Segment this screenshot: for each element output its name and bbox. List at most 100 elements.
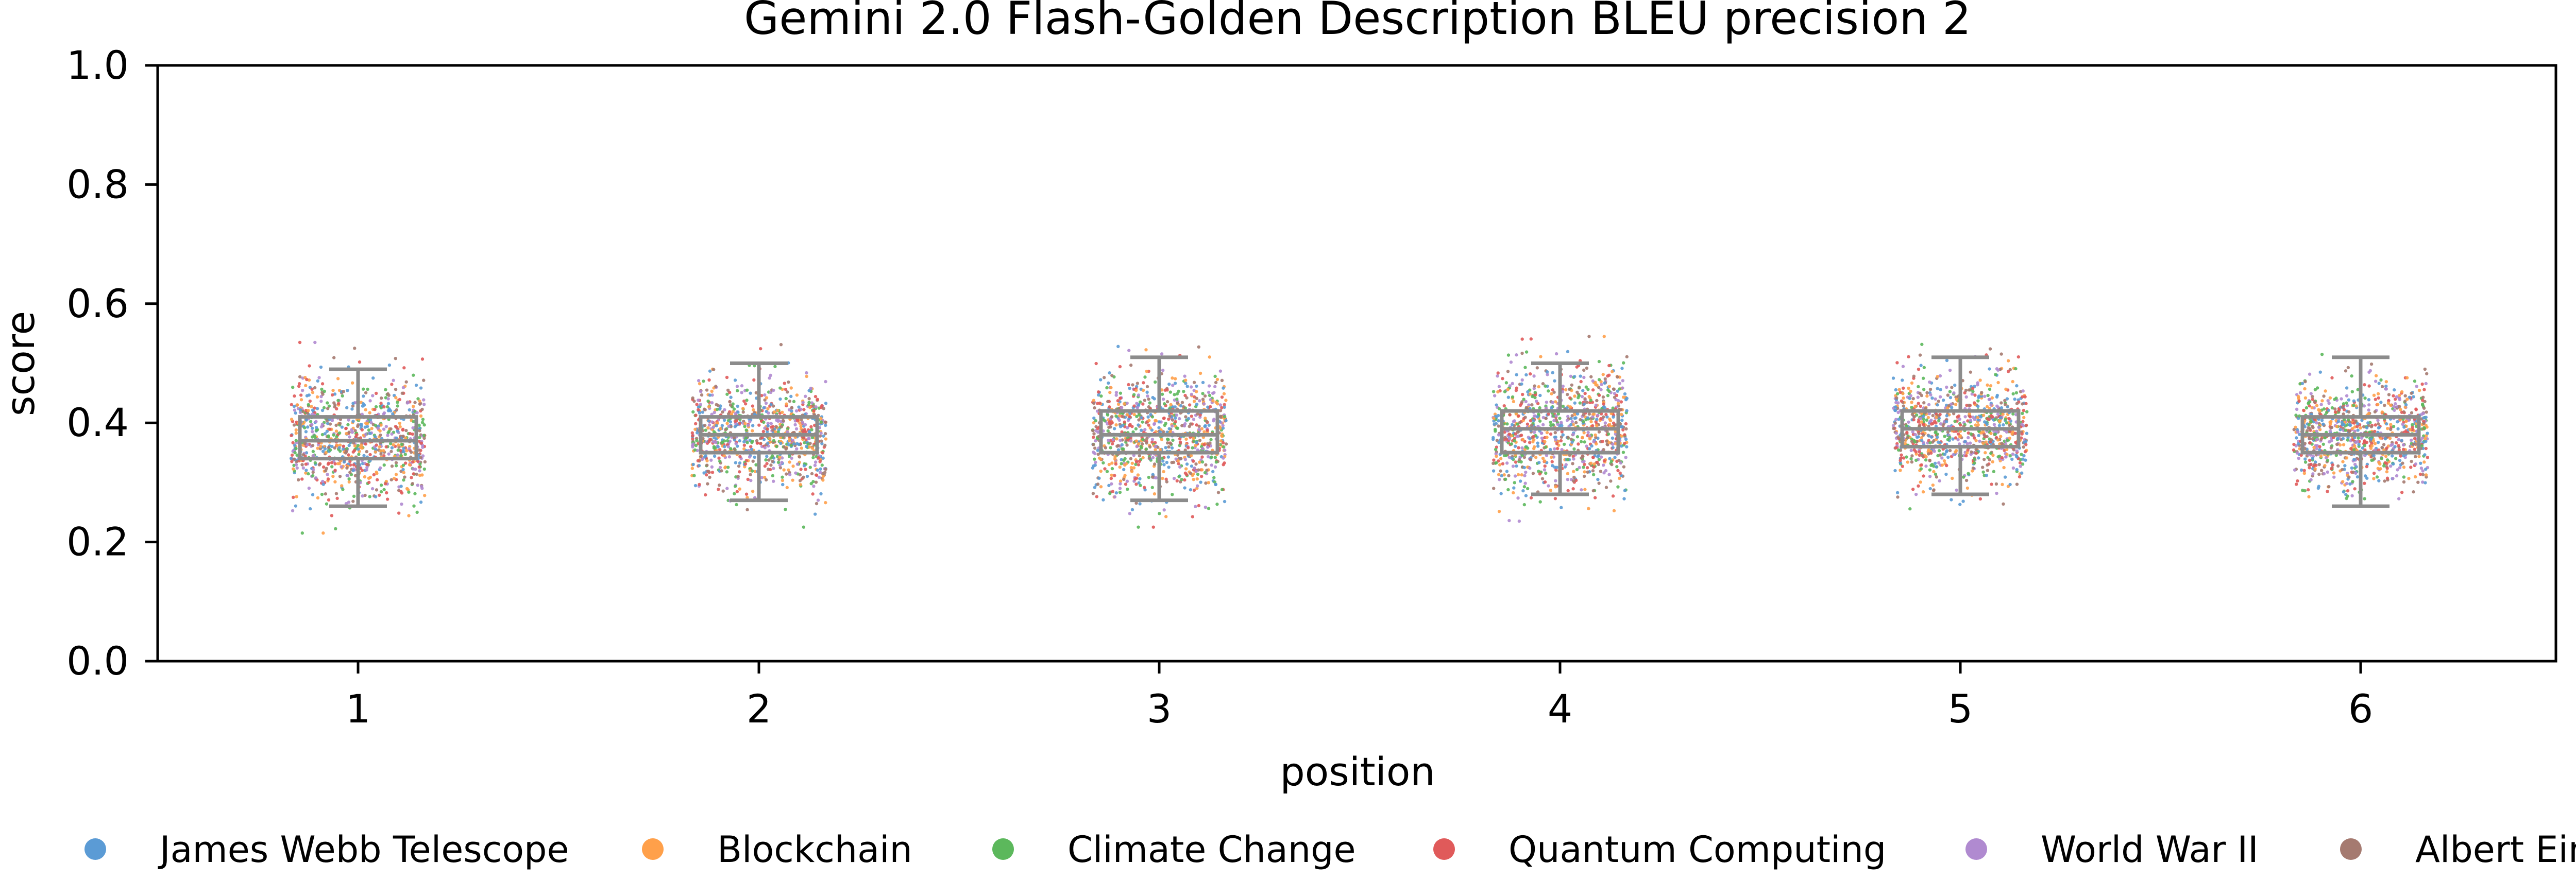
data-point [1583, 440, 1586, 444]
data-point [1177, 462, 1180, 465]
data-point [330, 393, 334, 397]
data-point [1148, 445, 1152, 449]
data-point [1561, 433, 1565, 437]
data-point [1147, 405, 1151, 409]
data-point [764, 401, 768, 405]
data-point [778, 436, 783, 439]
data-point [1922, 401, 1926, 405]
data-point [808, 445, 811, 449]
data-point [1114, 414, 1118, 418]
data-point [2011, 466, 2015, 470]
data-point [723, 445, 726, 448]
data-point [1996, 438, 2000, 442]
data-point [1153, 380, 1157, 384]
data-point [1117, 414, 1122, 418]
data-point [1093, 446, 1097, 450]
data-point [1595, 442, 1598, 446]
data-point [738, 470, 741, 474]
data-point [1981, 470, 1985, 474]
data-point [1147, 398, 1150, 401]
data-point [1603, 377, 1607, 381]
data-point [297, 478, 300, 482]
data-point [412, 504, 416, 508]
data-point [699, 455, 703, 458]
data-point [1514, 432, 1517, 436]
data-point [750, 447, 754, 451]
data-point [1602, 402, 1605, 406]
data-point [1938, 441, 1942, 445]
data-point [1197, 504, 1201, 508]
data-point [420, 357, 425, 361]
data-point [1533, 390, 1537, 394]
data-point [289, 457, 293, 460]
data-point [814, 405, 818, 409]
data-point [791, 478, 794, 482]
data-point [1220, 395, 1224, 399]
data-point [382, 448, 385, 453]
data-point [419, 501, 423, 504]
data-point [1195, 477, 1199, 481]
data-point [2019, 464, 2022, 468]
data-point [1560, 506, 1563, 509]
data-point [368, 411, 371, 415]
data-point [1145, 369, 1148, 373]
data-point [351, 469, 355, 473]
data-point [1562, 442, 1566, 446]
data-point [1116, 399, 1120, 403]
data-point [1575, 468, 1579, 472]
data-point [291, 385, 295, 389]
data-point [1547, 412, 1550, 416]
data-point [729, 395, 733, 399]
data-point [1588, 434, 1591, 438]
data-point [2329, 426, 2333, 430]
data-point [743, 462, 748, 466]
data-point [1495, 461, 1498, 465]
data-point [1198, 460, 1201, 464]
data-point [1936, 387, 1939, 390]
data-point [818, 460, 822, 463]
data-point [1171, 493, 1174, 496]
data-point [371, 376, 375, 380]
data-point [1123, 420, 1126, 424]
data-point [2423, 367, 2427, 371]
data-point [401, 427, 405, 432]
data-point [1188, 403, 1192, 407]
data-point [334, 423, 338, 427]
data-point [400, 442, 403, 446]
data-point [1206, 428, 1209, 432]
data-point [352, 463, 355, 467]
data-point [311, 468, 315, 472]
data-point [1938, 374, 1942, 378]
data-point [2000, 441, 2004, 445]
data-point [1927, 452, 1930, 456]
data-point [1899, 469, 1902, 472]
data-point [1927, 434, 1931, 438]
data-point [1523, 366, 1527, 369]
data-point [1550, 460, 1554, 463]
data-point [1541, 416, 1545, 420]
data-point [1532, 435, 1535, 439]
data-point [1551, 371, 1554, 374]
data-point [1108, 371, 1111, 375]
data-point [356, 423, 360, 427]
data-point [1529, 337, 1533, 341]
data-point [1938, 453, 1942, 457]
data-point [2008, 429, 2012, 434]
data-point [1097, 393, 1100, 397]
data-point [382, 488, 386, 492]
data-point [1937, 400, 1940, 403]
data-point [1593, 496, 1597, 499]
data-point [1621, 379, 1625, 383]
data-point [1118, 487, 1122, 490]
data-point [736, 404, 739, 408]
data-point [712, 430, 716, 434]
data-point [1209, 438, 1213, 442]
data-point [1956, 432, 1960, 436]
data-point [735, 490, 739, 493]
data-point [1551, 401, 1555, 404]
data-point [1128, 512, 1132, 515]
data-point [748, 420, 752, 424]
data-point [767, 411, 770, 415]
data-point [1998, 416, 2003, 420]
data-point [774, 425, 778, 428]
